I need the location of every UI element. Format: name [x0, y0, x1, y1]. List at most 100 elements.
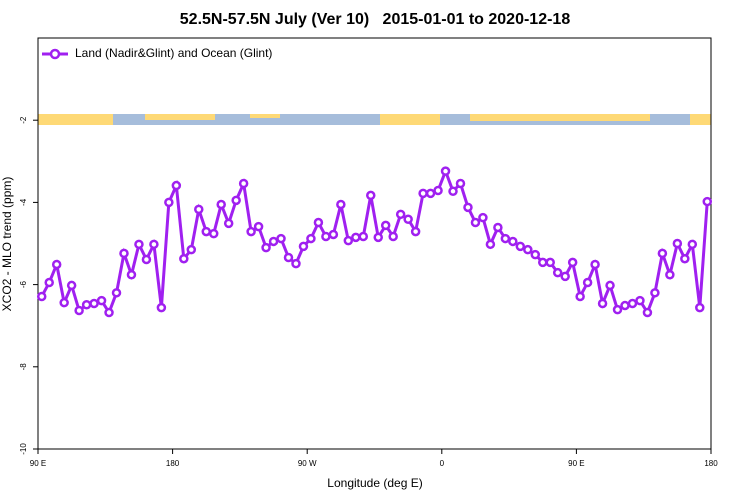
point	[425, 188, 436, 199]
point	[680, 253, 690, 264]
point	[478, 212, 488, 223]
point	[395, 209, 406, 220]
y-tick-label: -6	[19, 280, 28, 288]
point	[590, 259, 600, 270]
point	[119, 248, 129, 259]
point	[306, 233, 316, 244]
point	[388, 231, 398, 242]
point	[44, 277, 54, 288]
point	[216, 199, 226, 210]
point	[89, 298, 99, 309]
point	[620, 300, 630, 311]
point	[126, 269, 137, 280]
point	[59, 297, 69, 308]
point	[253, 221, 264, 232]
point	[328, 229, 339, 240]
point	[171, 180, 182, 191]
point	[567, 257, 578, 268]
point	[351, 232, 361, 243]
land-ocean-strip	[38, 114, 711, 125]
x-tick-label: 90 E	[568, 459, 584, 468]
point	[261, 242, 271, 253]
point	[238, 178, 249, 189]
point	[657, 248, 668, 259]
point	[538, 257, 548, 268]
point	[433, 185, 443, 196]
point	[672, 238, 683, 249]
point	[81, 299, 92, 310]
y-tick-label: -2	[19, 116, 28, 124]
y-tick-label: -8	[19, 363, 28, 371]
point	[687, 239, 698, 250]
point	[695, 302, 705, 313]
point	[96, 295, 107, 306]
point	[134, 239, 144, 250]
point	[545, 257, 555, 268]
point	[455, 178, 466, 189]
point	[440, 166, 451, 176]
point	[410, 226, 421, 237]
point	[403, 214, 413, 225]
point	[665, 269, 675, 280]
point	[627, 298, 638, 309]
point	[104, 307, 114, 318]
point	[358, 231, 369, 242]
point	[66, 280, 77, 291]
point	[336, 199, 346, 210]
chart-title: 52.5N-57.5N July (Ver 10) 2015-01-01 to …	[180, 11, 571, 28]
point	[51, 259, 62, 270]
point	[380, 220, 391, 231]
legend-marker	[49, 48, 61, 60]
point	[194, 204, 204, 215]
plot-frame	[37, 37, 712, 450]
legend-label: Land (Nadir&Glint) and Ocean (Glint)	[75, 46, 272, 60]
x-tick-label: 0	[440, 459, 445, 468]
point	[485, 239, 496, 250]
y-tick-label: -4	[19, 198, 28, 206]
point	[74, 305, 84, 316]
point	[366, 190, 376, 201]
point	[141, 254, 152, 265]
x-tick-label: 90 W	[298, 459, 317, 468]
point	[493, 222, 503, 233]
point	[448, 186, 458, 197]
point	[276, 233, 286, 244]
point	[650, 288, 660, 298]
point	[635, 295, 645, 306]
point	[164, 197, 174, 208]
point	[552, 267, 563, 278]
point	[523, 244, 533, 255]
x-axis-title: Longitude (deg E)	[327, 476, 422, 490]
x-tick-label: 180	[166, 459, 180, 468]
point	[560, 271, 570, 282]
point	[575, 291, 585, 302]
y-tick-label: -10	[19, 443, 28, 455]
point	[111, 288, 122, 298]
point	[313, 217, 324, 228]
point	[343, 235, 354, 246]
point	[298, 241, 309, 252]
point	[612, 304, 623, 315]
point	[246, 226, 256, 237]
point	[463, 202, 473, 213]
point	[321, 231, 331, 242]
point	[515, 241, 526, 252]
point	[156, 302, 167, 313]
point	[201, 226, 211, 237]
point	[186, 244, 197, 255]
point	[283, 252, 294, 263]
point	[470, 217, 481, 228]
y-axis-title: XCO2 - MLO trend (ppm)	[0, 177, 14, 312]
point	[373, 232, 383, 243]
x-tick-label: 180	[704, 459, 718, 468]
point	[500, 233, 511, 244]
point	[149, 239, 159, 250]
point	[418, 188, 428, 199]
point	[291, 258, 301, 269]
point	[36, 291, 47, 302]
point	[605, 280, 615, 291]
point	[702, 196, 713, 207]
point	[208, 228, 219, 239]
point	[530, 249, 541, 260]
